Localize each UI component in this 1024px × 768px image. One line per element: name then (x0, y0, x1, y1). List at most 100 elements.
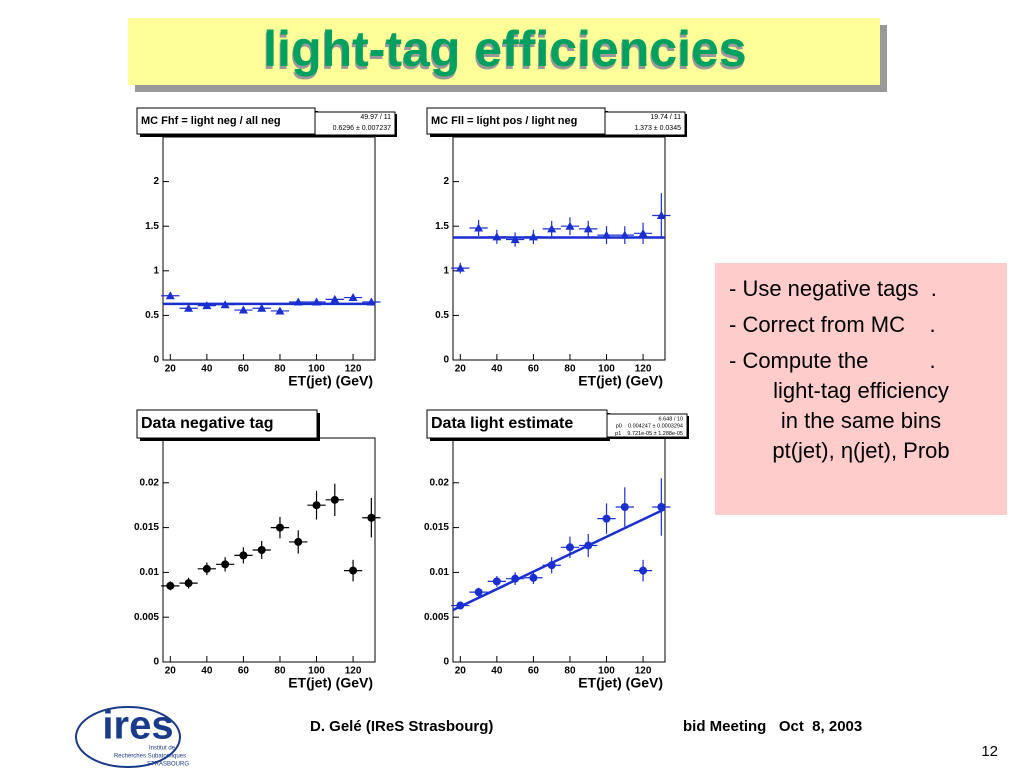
plot-title: MC Fhf = light neg / all neg (141, 115, 281, 127)
y-tick-label: 0.005 (424, 612, 449, 623)
x-tick-label: 120 (345, 364, 362, 375)
point (239, 551, 248, 560)
y-tick-label: 0.5 (435, 310, 449, 321)
stats-text: 19.74 / 11 (650, 114, 681, 121)
point (275, 306, 285, 315)
point (367, 513, 376, 522)
y-tick-label: 0.015 (424, 522, 449, 533)
point (312, 297, 322, 306)
title-box (136, 409, 318, 439)
point (257, 303, 267, 312)
point (602, 230, 612, 239)
point (474, 588, 483, 597)
point (348, 293, 358, 302)
footer-left: D. Gelé (IReS Strasbourg) (310, 718, 493, 735)
x-tick-label: 60 (238, 364, 250, 375)
point (583, 224, 593, 233)
title-box (426, 409, 608, 439)
x-tick-label: 80 (274, 364, 286, 375)
y-tick-label: 0 (153, 355, 159, 366)
note-box (715, 263, 1007, 515)
point (221, 560, 230, 569)
x-tick-label: 100 (598, 364, 615, 375)
point (349, 566, 358, 575)
y-tick-label: 1.5 (145, 221, 159, 232)
y-tick-label: 0.005 (134, 612, 159, 623)
plot-title: MC Fll = light pos / light neg (431, 115, 577, 127)
point (620, 230, 630, 239)
logo: ires (102, 704, 173, 748)
page-number: 12 (981, 743, 998, 760)
point (330, 495, 339, 504)
x-tick-label: 20 (165, 666, 177, 677)
stats-text: 1.373 ± 0.0345 (634, 125, 681, 132)
point (456, 601, 465, 610)
bullet-text: in the same bins (781, 408, 941, 433)
point (166, 581, 175, 590)
logo-line: STRASBOURG (147, 762, 189, 768)
bullet-text: - Compute the . (729, 348, 936, 373)
point (330, 294, 340, 303)
point (366, 297, 376, 306)
point (184, 303, 194, 312)
x-tick-label: 60 (528, 364, 540, 375)
bullet-text: pt(jet), η(jet), Prob (772, 438, 949, 463)
x-tick-label: 20 (455, 666, 467, 677)
point (455, 263, 465, 272)
y-tick-label: 1.5 (435, 221, 449, 232)
x-tick-label: 120 (635, 666, 652, 677)
logo-ring (75, 706, 181, 768)
point (657, 502, 666, 511)
plot-frame (162, 136, 376, 361)
x-axis-label: ET(jet) (GeV) (578, 373, 663, 389)
y-tick-label: 0.02 (430, 477, 450, 488)
bullet-text: - Use negative tags . (729, 276, 937, 301)
stats-text: p1 9.721e-05 ± 1.288e-05 (615, 431, 683, 437)
x-tick-label: 100 (308, 364, 325, 375)
fit-line (452, 507, 666, 612)
point (510, 235, 520, 244)
y-tick-label: 0 (153, 657, 159, 668)
stats-box (314, 111, 396, 136)
y-tick-label: 0.015 (134, 522, 159, 533)
point (584, 541, 593, 550)
x-tick-label: 80 (564, 364, 576, 375)
stats-text: p0 0.004247 ± 0.0003294 (616, 424, 683, 430)
point (511, 574, 520, 583)
x-axis-label: ET(jet) (GeV) (288, 373, 373, 389)
x-tick-label: 40 (491, 666, 503, 677)
point (547, 224, 557, 233)
x-tick-label: 80 (274, 666, 286, 677)
title-box (136, 107, 316, 135)
y-tick-label: 2 (443, 176, 449, 187)
point (294, 537, 303, 546)
x-tick-label: 80 (564, 666, 576, 677)
y-tick-label: 2 (153, 176, 159, 187)
point (565, 543, 574, 552)
bullets: - Use negative tags . - Correct from MC .… (729, 276, 950, 463)
point (202, 301, 212, 310)
point (202, 564, 211, 573)
point (638, 228, 648, 237)
x-axis-label: ET(jet) (GeV) (578, 675, 663, 691)
point (275, 523, 284, 532)
stats-text: 0.6296 ± 0.007237 (333, 125, 391, 132)
stats-box (606, 413, 688, 438)
logo-line: Institut de (149, 746, 176, 752)
y-tick-label: 0.02 (140, 477, 160, 488)
title-shadow-text: light-tag efficiencies (262, 24, 745, 80)
plot-title: Data light estimate (431, 415, 573, 432)
bullet-text: light-tag efficiency (773, 378, 949, 403)
stats-box (604, 111, 686, 136)
footer-right: bid Meeting Oct 8, 2003 (683, 718, 862, 735)
x-axis-label: ET(jet) (GeV) (288, 675, 373, 691)
x-tick-label: 40 (491, 364, 503, 375)
y-tick-label: 0.01 (140, 567, 160, 578)
x-tick-label: 60 (528, 666, 540, 677)
title-box (128, 18, 880, 85)
x-tick-label: 120 (345, 666, 362, 677)
point (528, 232, 538, 241)
